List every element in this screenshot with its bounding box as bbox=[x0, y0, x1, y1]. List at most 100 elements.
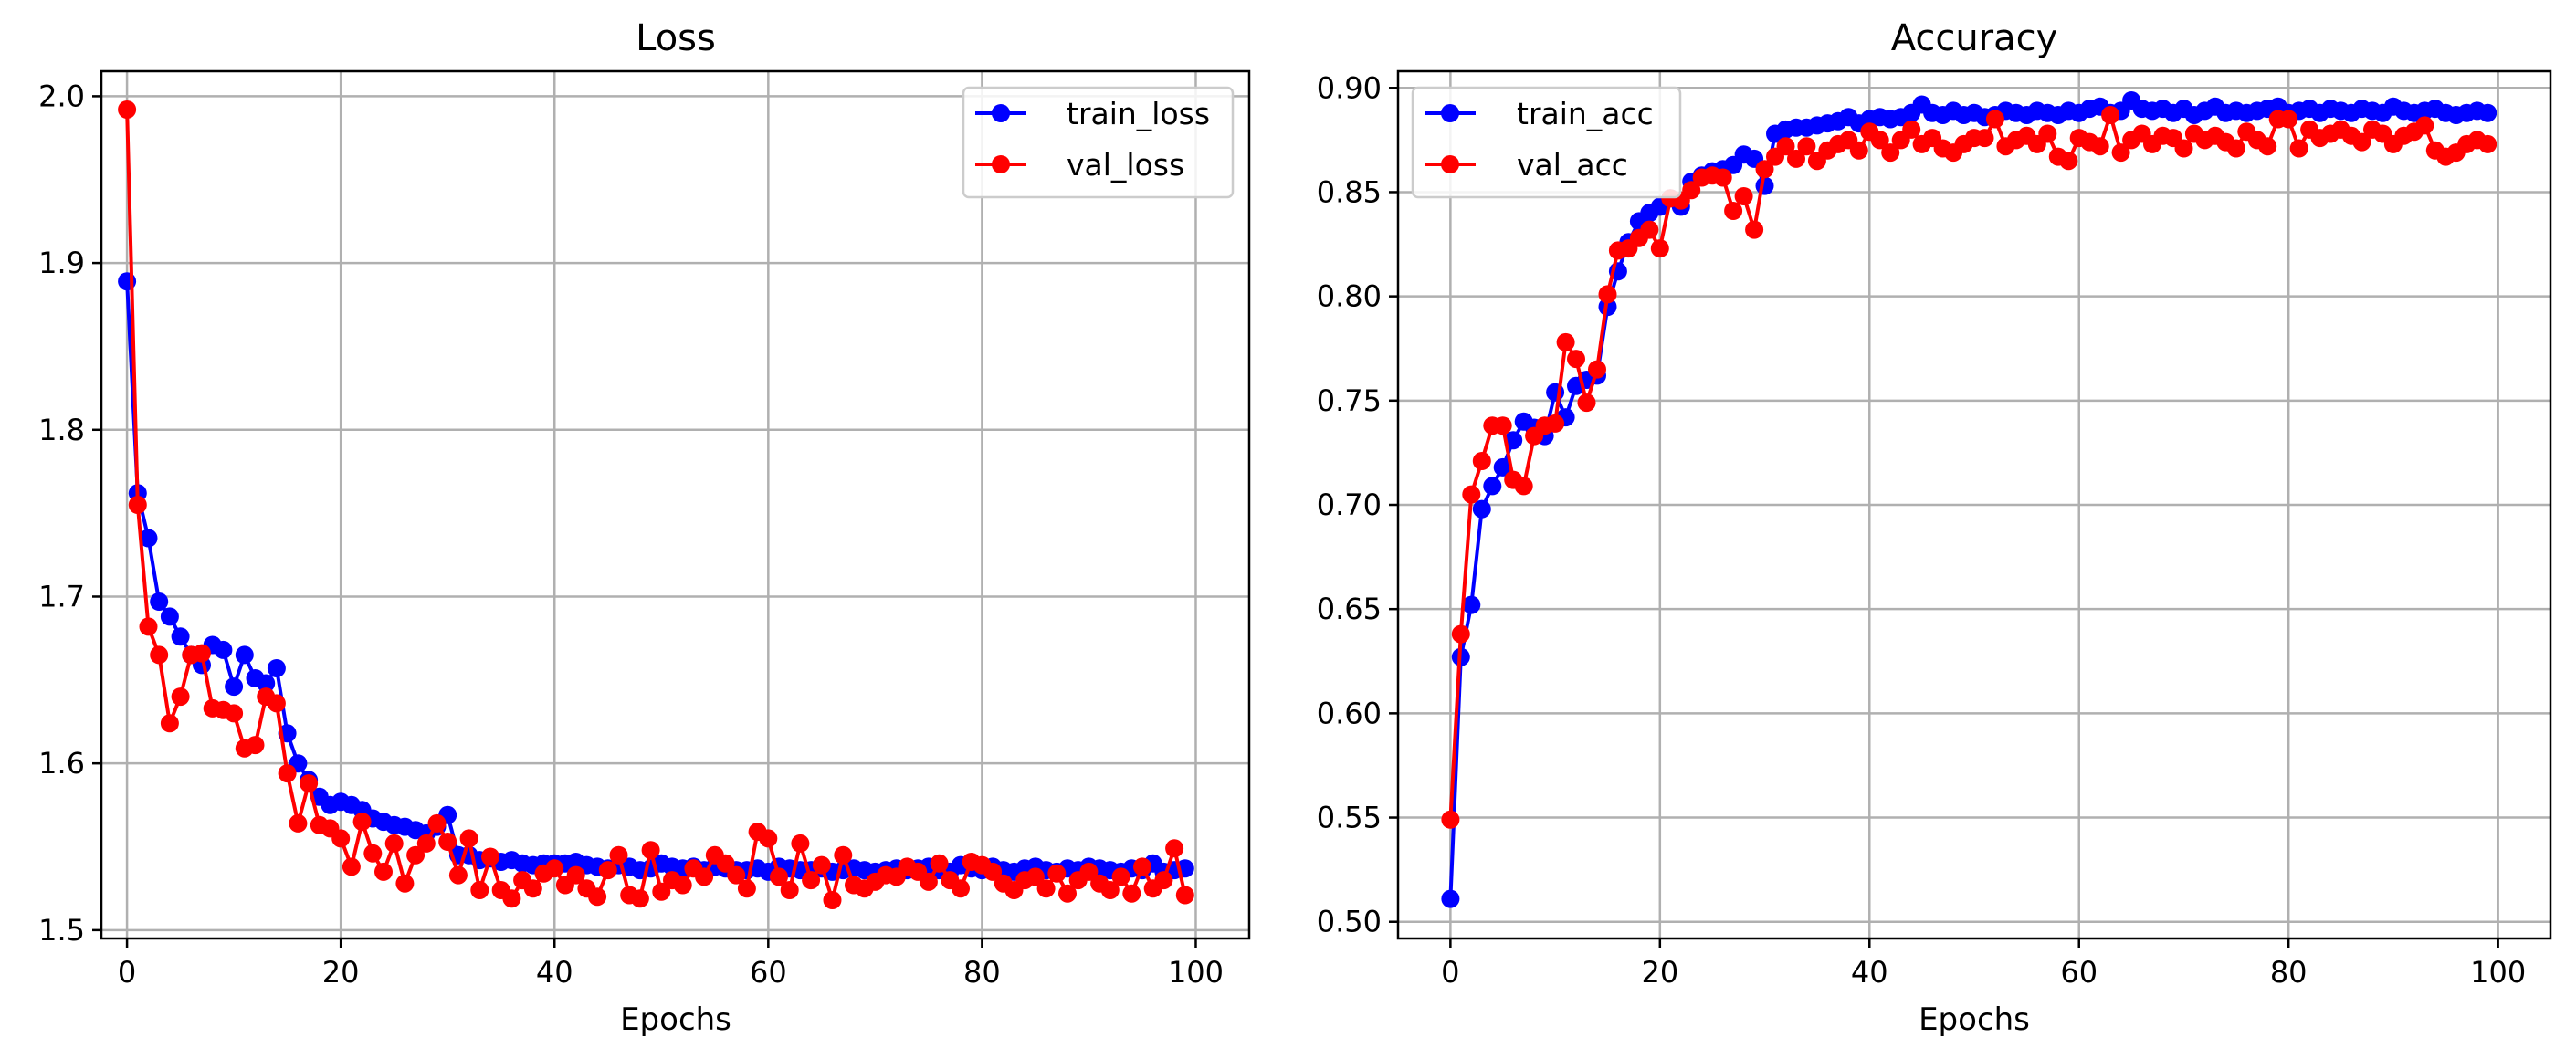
val-acc-point bbox=[2226, 139, 2245, 158]
val-loss-point bbox=[823, 891, 842, 909]
val-acc-point bbox=[1755, 160, 1774, 179]
val-acc-point bbox=[2059, 152, 2078, 171]
train-acc-point bbox=[1462, 595, 1481, 614]
val-loss-point bbox=[673, 876, 692, 895]
val-loss-point bbox=[395, 874, 415, 893]
val-loss-point bbox=[406, 845, 426, 865]
loss-xtick-label: 20 bbox=[322, 955, 360, 990]
accuracy-legend: train_acc val_acc bbox=[1411, 86, 1682, 199]
val-loss-point bbox=[1111, 867, 1130, 886]
val-loss-point bbox=[770, 867, 788, 886]
val-loss-point bbox=[1122, 884, 1141, 903]
val-loss-point bbox=[1165, 839, 1184, 858]
val-loss-point bbox=[1154, 871, 1173, 890]
train-acc-line bbox=[1448, 99, 2488, 899]
train-acc-point bbox=[1472, 499, 1491, 519]
legend-train-acc-marker bbox=[1441, 104, 1459, 122]
val-loss-point bbox=[641, 841, 660, 860]
val-acc-point bbox=[1975, 129, 1994, 148]
loss-xtick-label: 80 bbox=[963, 955, 1001, 990]
val-loss-point bbox=[609, 845, 628, 865]
val-loss-point bbox=[427, 813, 447, 833]
loss-ytick-label: 1.9 bbox=[38, 246, 85, 280]
val-loss-point bbox=[1036, 879, 1056, 898]
val-loss-point bbox=[331, 829, 351, 848]
accuracy-ytick-label: 0.65 bbox=[1317, 592, 1382, 626]
loss-xtick-label: 100 bbox=[1168, 955, 1224, 990]
val-loss-point bbox=[952, 879, 970, 898]
val-loss-point bbox=[160, 714, 179, 733]
loss-chart-title: Loss bbox=[636, 17, 716, 59]
val-loss-point bbox=[459, 829, 478, 848]
val-loss-point bbox=[598, 861, 617, 880]
val-loss-point bbox=[1025, 867, 1045, 886]
val-acc-point bbox=[1797, 137, 1816, 156]
val-loss-point bbox=[128, 496, 147, 514]
val-acc-point bbox=[1881, 143, 1900, 163]
val-loss-point bbox=[118, 100, 137, 119]
val-acc-point bbox=[1734, 187, 1753, 205]
accuracy-xtick-label: 20 bbox=[1641, 955, 1678, 990]
accuracy-legend-box bbox=[1411, 86, 1682, 199]
loss-ytick-label: 1.8 bbox=[38, 413, 85, 447]
val-loss-point bbox=[919, 872, 938, 891]
val-acc-point bbox=[2279, 110, 2298, 129]
legend-train-acc-label: train_acc bbox=[1517, 96, 1654, 131]
val-acc-point bbox=[1985, 110, 2004, 129]
val-loss-point bbox=[470, 881, 489, 899]
val-acc-point bbox=[2038, 124, 2057, 143]
val-acc-point bbox=[2352, 132, 2371, 152]
val-acc-point bbox=[1776, 137, 1795, 156]
val-acc-point bbox=[1588, 360, 1606, 379]
val-acc-point bbox=[1441, 810, 1460, 829]
train-loss-point bbox=[235, 645, 254, 665]
val-loss-point bbox=[502, 889, 521, 908]
val-loss-point bbox=[1175, 886, 1194, 905]
val-loss-point bbox=[225, 704, 244, 723]
val-loss-point bbox=[267, 694, 286, 713]
accuracy-ytick-label: 0.80 bbox=[1317, 279, 1382, 314]
val-loss-point bbox=[342, 857, 361, 876]
loss-ytick-label: 2.0 bbox=[38, 79, 85, 113]
val-loss-point bbox=[759, 829, 778, 848]
val-loss-point bbox=[363, 844, 383, 863]
val-loss-point bbox=[352, 813, 372, 832]
train-loss-point bbox=[214, 640, 233, 659]
val-acc-point bbox=[2101, 106, 2120, 124]
val-acc-point bbox=[1640, 220, 1659, 239]
val-loss-point bbox=[566, 865, 585, 885]
val-loss-point bbox=[588, 887, 607, 907]
accuracy-chart: Accuracy Epochs 0 20 40 60 80 100 0.50 0.55 0.60… bbox=[1317, 17, 2552, 1038]
val-loss-point bbox=[523, 879, 542, 898]
val-acc-point bbox=[1650, 239, 1669, 258]
val-loss-point bbox=[791, 834, 810, 853]
train-acc-point bbox=[1504, 431, 1523, 450]
val-loss-point bbox=[289, 813, 308, 833]
train-loss-point bbox=[257, 674, 276, 693]
val-acc-point bbox=[1870, 131, 1889, 150]
val-acc-point bbox=[1451, 624, 1470, 644]
legend-val-acc-label: val_acc bbox=[1517, 147, 1628, 183]
val-acc-point bbox=[1745, 220, 1764, 239]
val-loss-point bbox=[384, 834, 404, 853]
accuracy-xtick-label: 100 bbox=[2470, 955, 2526, 990]
val-acc-point bbox=[2415, 116, 2434, 135]
val-acc-point bbox=[1902, 120, 1921, 139]
val-loss-point bbox=[1079, 862, 1099, 881]
legend-val-acc-marker bbox=[1441, 155, 1459, 173]
legend-train-loss-marker bbox=[992, 104, 1010, 122]
loss-ytick-label: 1.6 bbox=[38, 746, 85, 781]
val-loss-point bbox=[727, 865, 746, 885]
accuracy-ytick-label: 0.85 bbox=[1317, 174, 1382, 209]
val-loss-point bbox=[1133, 857, 1151, 876]
val-loss-point bbox=[1100, 881, 1120, 899]
val-loss-point bbox=[812, 855, 831, 875]
val-acc-point bbox=[1849, 141, 1868, 160]
train-loss-point bbox=[139, 529, 158, 548]
val-acc-point bbox=[1493, 416, 1512, 435]
val-loss-point bbox=[246, 736, 265, 755]
loss-ytick-label: 1.7 bbox=[38, 579, 85, 613]
legend-val-loss-marker bbox=[992, 155, 1010, 173]
val-loss-point bbox=[171, 687, 190, 707]
